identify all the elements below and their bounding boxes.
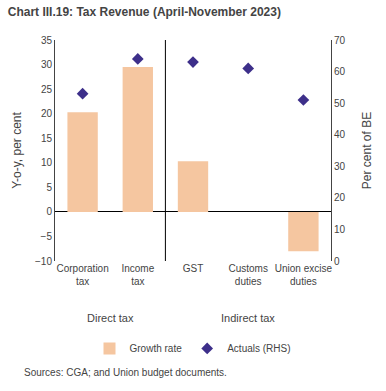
svg-text:70: 70 — [334, 35, 346, 46]
svg-text:25: 25 — [41, 84, 53, 95]
svg-text:GST: GST — [183, 263, 204, 274]
svg-text:−10: −10 — [35, 256, 52, 267]
svg-text:0: 0 — [46, 206, 52, 217]
svg-text:Growth rate: Growth rate — [130, 343, 183, 354]
svg-text:20: 20 — [334, 192, 346, 203]
svg-text:Union exciseduties: Union exciseduties — [275, 263, 333, 287]
svg-text:Chart III.19: Tax Revenue (Apr: Chart III.19: Tax Revenue (April-Novembe… — [8, 5, 281, 19]
svg-text:20: 20 — [41, 108, 53, 119]
svg-text:15: 15 — [41, 133, 53, 144]
svg-text:10: 10 — [334, 224, 346, 235]
svg-text:35: 35 — [41, 35, 53, 46]
svg-text:30: 30 — [334, 161, 346, 172]
svg-text:Customsduties: Customsduties — [228, 263, 267, 287]
svg-text:Incometax: Incometax — [121, 263, 154, 287]
svg-text:Per cent of BE: Per cent of BE — [360, 112, 374, 189]
svg-text:−5: −5 — [41, 231, 53, 242]
svg-text:Corporationtax: Corporationtax — [56, 263, 108, 287]
svg-text:Y-o-y, per cent: Y-o-y, per cent — [10, 111, 24, 188]
svg-text:40: 40 — [334, 129, 346, 140]
svg-text:Direct tax: Direct tax — [87, 312, 134, 324]
svg-text:0: 0 — [334, 256, 340, 267]
svg-text:60: 60 — [334, 66, 346, 77]
svg-text:50: 50 — [334, 98, 346, 109]
svg-text:Actuals (RHS): Actuals (RHS) — [227, 343, 290, 354]
svg-text:30: 30 — [41, 59, 53, 70]
svg-text:5: 5 — [46, 182, 52, 193]
svg-text:Indirect tax: Indirect tax — [221, 312, 275, 324]
svg-text:10: 10 — [41, 157, 53, 168]
svg-text:Sources: CGA; and Union budget: Sources: CGA; and Union budget documents… — [24, 367, 227, 378]
